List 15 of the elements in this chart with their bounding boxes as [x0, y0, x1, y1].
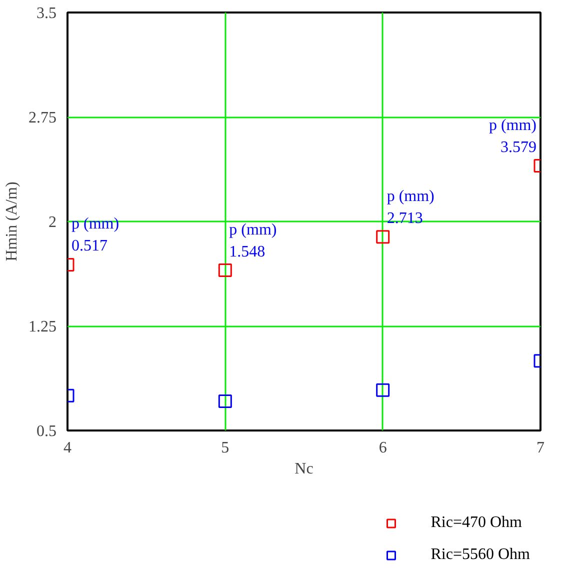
y-tick-label: 2.75: [28, 110, 56, 126]
legend-label: Ric=5560 Ohm: [430, 546, 530, 564]
legend-label: Ric=470 Ohm: [430, 514, 522, 532]
annotation: p (mm) 1.548: [229, 221, 277, 260]
y-tick-label: 3.5: [36, 5, 56, 22]
x-axis-title: Nc: [294, 460, 314, 478]
annotation: p (mm) 3.579: [488, 116, 536, 156]
y-tick-label: 2: [48, 214, 56, 231]
y-axis-title: Hmin (A/m): [4, 182, 20, 262]
x-tick-label: 7: [536, 440, 544, 456]
x-tick-label: 5: [221, 440, 230, 456]
y-tick-label: 1.25: [28, 318, 56, 336]
x-tick-label: 6: [378, 440, 387, 456]
x-tick-label: 4: [64, 440, 72, 456]
y-tick-label: 0.5: [36, 423, 56, 440]
